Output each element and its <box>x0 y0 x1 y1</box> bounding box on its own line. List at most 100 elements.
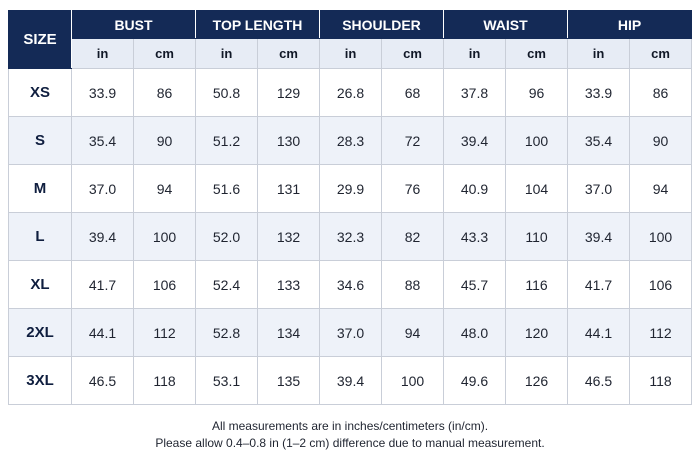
waist-in-cell: 48.0 <box>443 308 506 357</box>
top-length-unit-cm: cm <box>257 38 320 69</box>
hip-in-cell: 41.7 <box>567 260 630 309</box>
unit-header-row: in cm in cm in cm in cm in cm <box>9 38 692 69</box>
bust-cm-cell: 112 <box>133 308 196 357</box>
waist-in-cell: 45.7 <box>443 260 506 309</box>
waist-in-cell: 49.6 <box>443 356 506 405</box>
bust-unit-in: in <box>71 38 134 69</box>
waist-in-cell: 40.9 <box>443 164 506 213</box>
bust-in-cell: 37.0 <box>71 164 134 213</box>
table-row: S 35.4 90 51.2 130 28.3 72 39.4 100 35.4… <box>8 116 692 165</box>
shoulder-in-cell: 32.3 <box>319 212 382 261</box>
shoulder-cm-cell: 94 <box>381 308 444 357</box>
waist-cm-cell: 126 <box>505 356 568 405</box>
bust-cm-cell: 86 <box>133 68 196 117</box>
top-length-cm-cell: 132 <box>257 212 320 261</box>
size-cell: 3XL <box>8 356 72 405</box>
waist-unit-in: in <box>443 38 506 69</box>
bust-unit-cm: cm <box>133 38 196 69</box>
notes-line-tolerance: Please allow 0.4–0.8 in (1–2 cm) differe… <box>155 436 545 450</box>
waist-cm-cell: 96 <box>505 68 568 117</box>
bust-cm-cell: 90 <box>133 116 196 165</box>
top-length-in-cell: 52.0 <box>195 212 258 261</box>
hip-in-cell: 33.9 <box>567 68 630 117</box>
measurement-notes: All measurements are in inches/centimete… <box>0 418 700 452</box>
bust-cm-cell: 118 <box>133 356 196 405</box>
shoulder-cm-cell: 100 <box>381 356 444 405</box>
hip-cm-cell: 118 <box>629 356 692 405</box>
table-row: XS 33.9 86 50.8 129 26.8 68 37.8 96 33.9… <box>8 68 692 117</box>
top-length-cm-cell: 133 <box>257 260 320 309</box>
shoulder-unit-in: in <box>319 38 382 69</box>
bust-in-cell: 44.1 <box>71 308 134 357</box>
table-row: L 39.4 100 52.0 132 32.3 82 43.3 110 39.… <box>8 212 692 261</box>
size-cell: S <box>8 116 72 165</box>
bust-in-cell: 41.7 <box>71 260 134 309</box>
bust-in-cell: 35.4 <box>71 116 134 165</box>
bust-in-cell: 33.9 <box>71 68 134 117</box>
top-length-cm-cell: 130 <box>257 116 320 165</box>
hip-cm-cell: 86 <box>629 68 692 117</box>
hip-unit-in: in <box>567 38 630 69</box>
top-length-in-cell: 53.1 <box>195 356 258 405</box>
hip-unit-cm: cm <box>629 38 692 69</box>
waist-in-cell: 37.8 <box>443 68 506 117</box>
shoulder-cm-cell: 76 <box>381 164 444 213</box>
shoulder-in-cell: 34.6 <box>319 260 382 309</box>
top-length-header: TOP LENGTH <box>195 10 320 39</box>
shoulder-in-cell: 39.4 <box>319 356 382 405</box>
top-length-in-cell: 52.8 <box>195 308 258 357</box>
shoulder-cm-cell: 72 <box>381 116 444 165</box>
size-column-header: SIZE <box>8 10 72 69</box>
size-cell: 2XL <box>8 308 72 357</box>
waist-header: WAIST <box>443 10 568 39</box>
size-cell: L <box>8 212 72 261</box>
top-length-cm-cell: 129 <box>257 68 320 117</box>
top-length-cm-cell: 134 <box>257 308 320 357</box>
top-length-in-cell: 50.8 <box>195 68 258 117</box>
top-length-in-cell: 52.4 <box>195 260 258 309</box>
top-length-cm-cell: 135 <box>257 356 320 405</box>
shoulder-cm-cell: 82 <box>381 212 444 261</box>
bust-cm-cell: 94 <box>133 164 196 213</box>
table-header: SIZE BUST TOP LENGTH SHOULDER WAIST HIP … <box>8 10 692 69</box>
shoulder-in-cell: 29.9 <box>319 164 382 213</box>
hip-in-cell: 46.5 <box>567 356 630 405</box>
shoulder-cm-cell: 88 <box>381 260 444 309</box>
waist-cm-cell: 104 <box>505 164 568 213</box>
table-body: XS 33.9 86 50.8 129 26.8 68 37.8 96 33.9… <box>8 68 692 405</box>
shoulder-unit-cm: cm <box>381 38 444 69</box>
bust-cm-cell: 106 <box>133 260 196 309</box>
bust-in-cell: 46.5 <box>71 356 134 405</box>
table-row: 2XL 44.1 112 52.8 134 37.0 94 48.0 120 4… <box>8 308 692 357</box>
waist-in-cell: 39.4 <box>443 116 506 165</box>
waist-cm-cell: 116 <box>505 260 568 309</box>
bust-in-cell: 39.4 <box>71 212 134 261</box>
waist-unit-cm: cm <box>505 38 568 69</box>
shoulder-in-cell: 26.8 <box>319 68 382 117</box>
bust-cm-cell: 100 <box>133 212 196 261</box>
top-length-unit-in: in <box>195 38 258 69</box>
waist-cm-cell: 100 <box>505 116 568 165</box>
shoulder-cm-cell: 68 <box>381 68 444 117</box>
hip-cm-cell: 100 <box>629 212 692 261</box>
shoulder-in-cell: 28.3 <box>319 116 382 165</box>
size-cell: XL <box>8 260 72 309</box>
hip-cm-cell: 112 <box>629 308 692 357</box>
group-header-row: SIZE BUST TOP LENGTH SHOULDER WAIST HIP <box>8 10 692 69</box>
bust-header: BUST <box>71 10 196 39</box>
hip-in-cell: 39.4 <box>567 212 630 261</box>
hip-cm-cell: 90 <box>629 116 692 165</box>
shoulder-header: SHOULDER <box>319 10 444 39</box>
hip-in-cell: 44.1 <box>567 308 630 357</box>
hip-cm-cell: 106 <box>629 260 692 309</box>
size-chart-table: SIZE BUST TOP LENGTH SHOULDER WAIST HIP … <box>8 10 692 405</box>
size-cell: XS <box>8 68 72 117</box>
notes-line-units: All measurements are in inches/centimete… <box>211 419 489 433</box>
top-length-cm-cell: 131 <box>257 164 320 213</box>
table-row: 3XL 46.5 118 53.1 135 39.4 100 49.6 126 … <box>8 356 692 405</box>
size-cell: M <box>8 164 72 213</box>
shoulder-in-cell: 37.0 <box>319 308 382 357</box>
table-row: M 37.0 94 51.6 131 29.9 76 40.9 104 37.0… <box>8 164 692 213</box>
hip-in-cell: 37.0 <box>567 164 630 213</box>
waist-cm-cell: 110 <box>505 212 568 261</box>
